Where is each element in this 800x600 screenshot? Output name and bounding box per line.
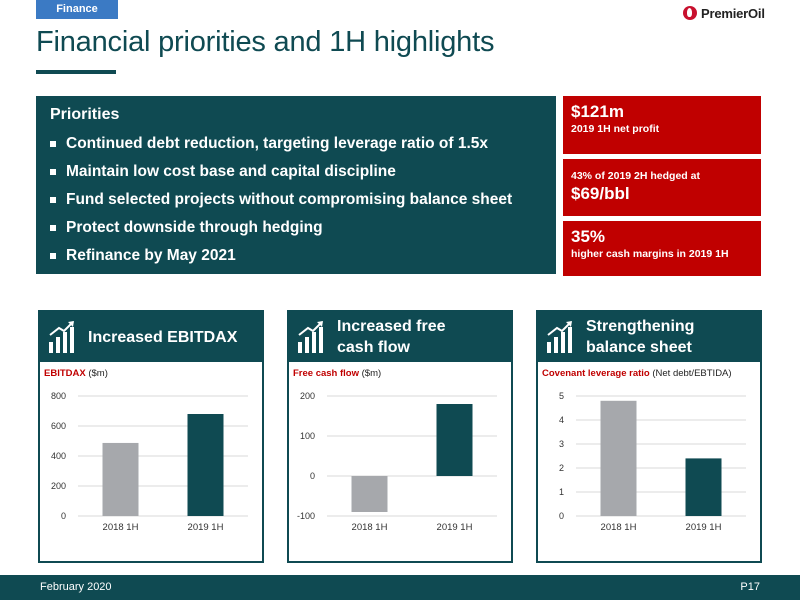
footer-date: February 2020 [40, 581, 112, 593]
y-tick-label: -100 [297, 511, 315, 521]
ebitdax-panel: Increased EBITDAX EBITDAX ($m) 0 200 400 60… [38, 310, 264, 563]
kpi-value: $121m [571, 102, 624, 121]
y-tick-label: 800 [51, 391, 66, 401]
bar-2018-1h [351, 476, 388, 512]
kpi-net-profit: $121m 2019 1H net profit [563, 96, 761, 154]
y-tick-label: 400 [51, 451, 66, 461]
y-tick-label: 1 [559, 487, 564, 497]
y-tick-label: 200 [300, 391, 315, 401]
panel-title: Increased EBITDAX [88, 328, 238, 346]
x-tick-label: 2019 1H [188, 522, 224, 533]
chart-subtitle: Free cash flow ($m) [289, 362, 511, 379]
bar-2019-1h [436, 404, 473, 476]
priorities-heading: Priorities [50, 106, 120, 123]
x-tick-label: 2018 1H [103, 522, 139, 533]
y-tick-label: 0 [61, 511, 66, 521]
kpi-value: 35% [571, 227, 606, 246]
title-underline [36, 70, 116, 74]
chart-subtitle-highlight: Covenant leverage ratio [542, 368, 650, 379]
priority-item: Continued debt reduction, targeting leve… [50, 130, 542, 158]
page-number: P17 [740, 581, 760, 593]
kpi-caption: higher cash margins in 2019 1H [571, 248, 729, 260]
leverage-ratio-bar-chart: 0 1 2 3 4 5 2018 1H 2019 1H [559, 391, 746, 533]
growth-chart-icon [547, 321, 572, 353]
x-tick-label: 2019 1H [686, 522, 722, 533]
kpi-caption: 2019 1H net profit [571, 123, 660, 135]
chart-subtitle: Covenant leverage ratio (Net debt/EBTIDA… [538, 362, 760, 379]
y-tick-label: 2 [559, 463, 564, 473]
y-tick-label: 4 [559, 415, 564, 425]
panel-header: Increased EBITDAX [40, 312, 262, 362]
y-tick-label: 0 [559, 511, 564, 521]
y-tick-label: 100 [300, 431, 315, 441]
priority-item: Fund selected projects without compromis… [50, 186, 542, 214]
panel-title: Increased free cash flow [337, 318, 446, 356]
priorities-list: Continued debt reduction, targeting leve… [50, 130, 542, 270]
section-tag: Finance [36, 0, 118, 19]
free-cash-flow-bar-chart: -100 0 100 200 2018 1H 2019 1H [297, 391, 497, 533]
y-tick-label: 600 [51, 421, 66, 431]
y-tick-label: 0 [310, 471, 315, 481]
kpi-caption: 43% of 2019 2H hedged at [571, 170, 700, 182]
chart-subtitle-highlight: Free cash flow [293, 368, 359, 379]
balance-sheet-panel: Strengthening balance sheet Covenant lev… [536, 310, 762, 563]
kpi-cash-margins: 35% higher cash margins in 2019 1H [563, 221, 761, 276]
y-tick-label: 3 [559, 439, 564, 449]
chart-subtitle-units: (Net debt/EBTIDA) [649, 368, 732, 379]
panel-header: Strengthening balance sheet [538, 312, 760, 362]
growth-chart-icon [49, 321, 74, 353]
bar-2018-1h [600, 400, 637, 516]
y-tick-label: 200 [51, 481, 66, 491]
panel-header: Increased free cash flow [289, 312, 511, 362]
x-tick-label: 2018 1H [601, 522, 637, 533]
company-logo: PremierOil [683, 4, 765, 22]
chart-subtitle-highlight: EBITDAX [44, 368, 86, 379]
footer-bar: February 2020 P17 [0, 575, 800, 600]
x-tick-label: 2019 1H [437, 522, 473, 533]
priorities-box: Priorities Continued debt reduction, tar… [36, 96, 556, 274]
bar-2019-1h [685, 458, 722, 516]
chart-subtitle-units: ($m) [85, 368, 108, 379]
growth-chart-icon [298, 321, 323, 353]
kpi-value: $69/bbl [571, 184, 630, 203]
bar-2019-1h [187, 414, 224, 516]
priority-item: Maintain low cost base and capital disci… [50, 158, 542, 186]
panel-title: Strengthening balance sheet [586, 318, 695, 356]
x-tick-label: 2018 1H [352, 522, 388, 533]
logo-text: PremierOil [701, 5, 765, 21]
priority-item: Protect downside through hedging [50, 214, 542, 242]
priority-item: Refinance by May 2021 [50, 242, 542, 270]
y-tick-label: 5 [559, 391, 564, 401]
ebitdax-bar-chart: 0 200 400 600 800 2018 1H 2019 1H [51, 391, 248, 533]
page-title: Financial priorities and 1H highlights [36, 26, 495, 58]
chart-subtitle-units: ($m) [359, 368, 382, 379]
free-cash-flow-panel: Increased free cash flow Free cash flow … [287, 310, 513, 563]
kpi-hedged: 43% of 2019 2H hedged at $69/bbl [563, 159, 761, 216]
bar-2018-1h [102, 442, 139, 516]
premier-oil-drop-icon [683, 6, 697, 20]
chart-subtitle: EBITDAX ($m) [40, 362, 262, 379]
